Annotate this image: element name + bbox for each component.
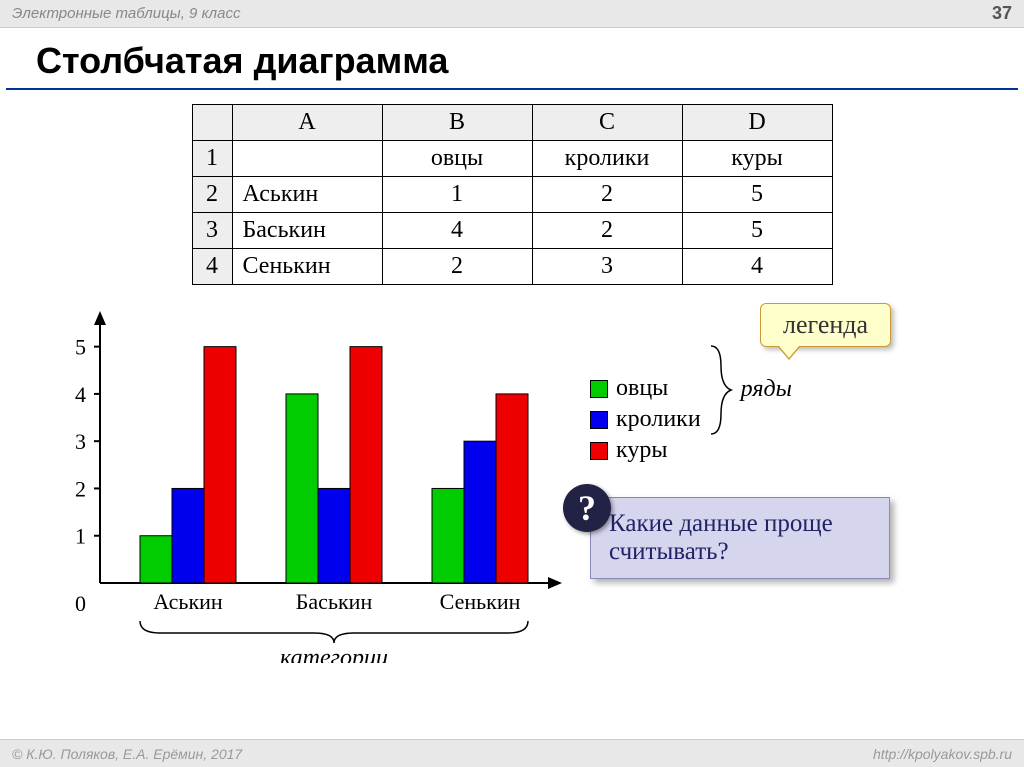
row-header: 2 [192,177,232,213]
svg-text:категории: категории [280,645,388,663]
legend-callout: легенда [760,303,891,347]
row-header: 4 [192,249,232,285]
legend-swatch [590,411,608,429]
col-header: B [382,105,532,141]
chart-svg: 1 2 3 4 5 0 Аськин Баськин Сенькин категории [30,303,570,663]
cell: Сенькин [232,249,382,285]
cell: 3 [532,249,682,285]
rows-label: ряды [741,376,792,403]
legend-item: кролики [590,404,701,435]
footer-url: http://kpolyakov.spb.ru [873,746,1012,762]
cell: 1 [382,177,532,213]
legend-item: овцы [590,373,701,404]
cell: 5 [682,177,832,213]
svg-text:Сенькин: Сенькин [440,589,521,614]
spreadsheet-table: A B C D 1 овцы кролики куры 2 Аськин 1 2… [192,104,833,285]
svg-text:Баськин: Баськин [296,589,373,614]
table-corner [192,105,232,141]
cell: кролики [532,141,682,177]
svg-text:2: 2 [75,476,86,501]
page-number: 37 [992,3,1012,24]
copyright: © К.Ю. Поляков, Е.А. Ерёмин, 2017 [12,746,242,762]
question-icon: ? [563,484,611,532]
col-header: D [682,105,832,141]
cell: 5 [682,213,832,249]
col-header: C [532,105,682,141]
cell: 4 [682,249,832,285]
bar-chart: 1 2 3 4 5 0 Аськин Баськин Сенькин категории [30,303,570,663]
question-text: Какие данные проще считывать? [609,510,833,565]
cell: овцы [382,141,532,177]
svg-text:4: 4 [75,382,86,407]
svg-text:5: 5 [75,335,86,360]
svg-text:1: 1 [75,524,86,549]
cell: 4 [382,213,532,249]
legend-box: овцыкроликикуры [590,373,701,467]
svg-text:0: 0 [75,591,86,616]
footer-bar: © К.Ю. Поляков, Е.А. Ерёмин, 2017 http:/… [0,739,1024,767]
row-header: 1 [192,141,232,177]
cell: Баськин [232,213,382,249]
row-header: 3 [192,213,232,249]
legend-swatch [590,442,608,460]
legend-label: кролики [616,404,701,435]
page-title: Столбчатая диаграмма [6,28,1018,90]
cell: 2 [532,213,682,249]
question-box: ? Какие данные проще считывать? [590,497,890,579]
legend-label: куры [616,435,667,466]
course-label: Электронные таблицы, 9 класс [12,5,240,22]
legend-item: куры [590,435,701,466]
legend-swatch [590,380,608,398]
cell [232,141,382,177]
svg-text:3: 3 [75,429,86,454]
cell: 2 [382,249,532,285]
legend-label: овцы [616,373,668,404]
cell: Аськин [232,177,382,213]
svg-text:Аськин: Аськин [153,589,223,614]
cell: 2 [532,177,682,213]
header-bar: Электронные таблицы, 9 класс 37 [0,0,1024,28]
col-header: A [232,105,382,141]
cell: куры [682,141,832,177]
brace-icon [707,340,735,440]
legend-callout-text: легенда [783,310,868,339]
